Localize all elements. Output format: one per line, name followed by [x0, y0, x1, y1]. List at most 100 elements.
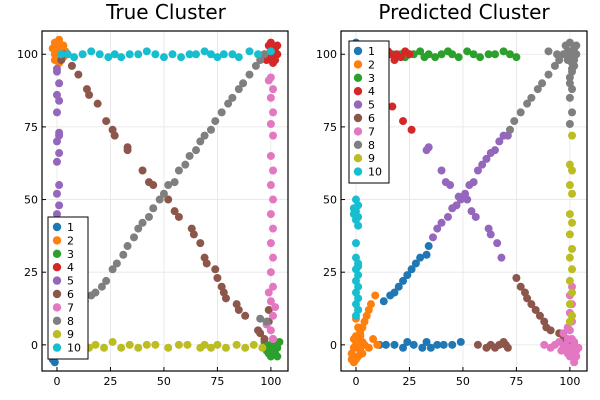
cluster-8-point — [119, 250, 128, 259]
cluster-9-point — [142, 340, 151, 349]
legend-marker-2 — [353, 60, 363, 69]
cluster-8-point — [211, 117, 220, 126]
cluster-3-point — [431, 53, 440, 62]
cluster-7-point — [555, 337, 564, 346]
cluster-7-point — [269, 195, 278, 204]
legend-marker-4 — [52, 263, 62, 272]
cluster-8-point — [170, 178, 179, 187]
cluster-8-point — [97, 282, 106, 291]
cluster-10-point — [78, 50, 87, 59]
cluster-6-point — [256, 329, 265, 338]
cluster-8-point — [251, 61, 260, 70]
cluster-10-point — [254, 50, 263, 59]
cluster-8-point — [527, 93, 536, 102]
cluster-8-point — [565, 93, 574, 102]
legend-label-8: 8 — [368, 139, 375, 152]
legend-marker-8 — [52, 316, 62, 325]
cluster-7-point — [269, 335, 278, 344]
legend-label-1: 1 — [67, 221, 74, 234]
cluster-9-point — [151, 340, 160, 349]
cluster-3-point — [269, 343, 278, 352]
cluster-8-point — [533, 85, 542, 94]
cluster-5-point — [55, 149, 64, 158]
cluster-8-point — [262, 317, 271, 326]
cluster-2-point — [356, 326, 365, 335]
cluster-7-point — [266, 239, 275, 248]
cluster-9-point — [565, 210, 574, 219]
cluster-4-point — [388, 102, 397, 111]
cluster-10-point — [234, 53, 243, 62]
cluster-9-point — [565, 253, 574, 262]
cluster-7-point — [269, 166, 278, 175]
cluster-10-point — [159, 53, 168, 62]
x-tick-label: 50 — [157, 375, 171, 388]
cluster-2-point — [59, 41, 68, 50]
cluster-8-point — [544, 47, 553, 56]
cluster-8-point — [565, 119, 574, 128]
cluster-9-point — [568, 166, 577, 175]
cluster-6-point — [102, 117, 111, 126]
cluster-9-point — [125, 340, 134, 349]
cluster-5-point — [55, 128, 64, 137]
cluster-9-point — [91, 340, 100, 349]
y-tick-label: 25 — [323, 266, 337, 279]
cluster-8-point — [174, 166, 183, 175]
cluster-7-point — [269, 85, 278, 94]
cluster-7-point — [269, 253, 278, 262]
cluster-8-point — [260, 50, 269, 59]
cluster-8-point — [206, 125, 215, 134]
cluster-6-point — [196, 239, 205, 248]
cluster-7-point — [269, 224, 278, 233]
cluster-3-point — [491, 50, 500, 59]
cluster-10-point — [200, 47, 209, 56]
legend-label-4: 4 — [368, 85, 375, 98]
cluster-8-point — [200, 131, 209, 140]
cluster-10-point — [177, 53, 186, 62]
cluster-2-point — [371, 291, 380, 300]
cluster-6-point — [260, 335, 269, 344]
cluster-7-point — [266, 210, 275, 219]
cluster-8-point — [256, 314, 265, 323]
cluster-10-point — [70, 53, 79, 62]
cluster-7-point — [568, 343, 577, 352]
x-tick-label: 0 — [53, 375, 60, 388]
cluster-10-point — [117, 53, 126, 62]
true-cluster-plot-frame — [41, 30, 289, 372]
cluster-8-point — [565, 79, 574, 88]
cluster-6-point — [264, 305, 273, 314]
y-tick-label: 25 — [24, 266, 38, 279]
cluster-3-point — [512, 53, 521, 62]
cluster-7-point — [271, 303, 280, 312]
cluster-6-point — [164, 195, 173, 204]
cluster-3-point — [454, 53, 463, 62]
y-tick-label: 75 — [24, 121, 38, 134]
cluster-5-point — [55, 79, 64, 88]
cluster-9-point — [565, 276, 574, 285]
legend-label-7: 7 — [368, 125, 375, 138]
cluster-3-point — [273, 352, 282, 361]
cluster-7-point — [559, 329, 568, 338]
cluster-5-point — [478, 160, 487, 169]
cluster-5-point — [55, 181, 64, 190]
cluster-1-point — [416, 253, 425, 262]
x-tick-label: 0 — [352, 375, 359, 388]
cluster-10-point — [134, 50, 143, 59]
cluster-5-point — [55, 96, 64, 105]
cluster-9-point — [565, 181, 574, 190]
cluster-10-point — [185, 50, 194, 59]
cluster-1-point — [411, 259, 420, 268]
cluster-9-point — [241, 343, 250, 352]
cluster-6-point — [535, 311, 544, 320]
cluster-5-point — [437, 218, 446, 227]
cluster-5-point — [52, 157, 61, 166]
cluster-8-point — [164, 181, 173, 190]
cluster-7-point — [266, 268, 275, 277]
cluster-9-point — [568, 218, 577, 227]
cluster-8-point — [159, 189, 168, 198]
y-tick-label: 50 — [24, 194, 38, 207]
cluster-8-point — [138, 218, 147, 227]
cluster-1-point — [424, 242, 433, 251]
